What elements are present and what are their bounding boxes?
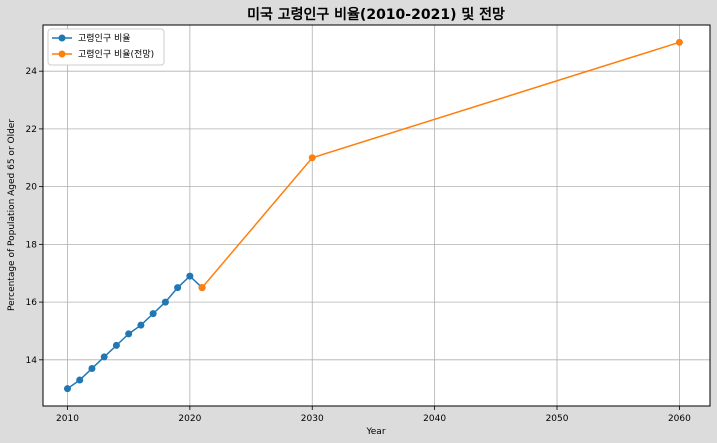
- legend-label-0: 고령인구 비율: [78, 32, 131, 44]
- data-point: [186, 272, 194, 280]
- data-point: [112, 341, 120, 349]
- y-tick-label: 14: [26, 356, 38, 366]
- data-point: [125, 330, 133, 338]
- y-tick-label: 24: [26, 67, 38, 77]
- chart-title: 미국 고령인구 비율(2010-2021) 및 전망: [247, 6, 505, 23]
- y-axis-label: Percentage of Population Aged 65 or Olde…: [7, 119, 17, 311]
- x-tick-label: 2050: [546, 414, 569, 424]
- x-tick-label: 2020: [178, 414, 201, 424]
- x-tick-label: 2010: [56, 414, 79, 424]
- data-point: [88, 364, 96, 372]
- x-tick-label: 2030: [301, 414, 324, 424]
- data-point: [100, 353, 108, 361]
- axis-ticks: 2010 2020 2030 2040 2050 2060 14 16 18 20 22 24: [26, 67, 692, 424]
- y-tick-label: 22: [26, 125, 37, 135]
- data-point: [675, 38, 683, 46]
- x-tick-label: 2060: [668, 414, 691, 424]
- series-layer: [63, 38, 683, 393]
- x-axis-label: Year: [365, 427, 385, 437]
- grid-lines: [43, 25, 710, 406]
- data-point: [76, 376, 84, 384]
- legend-label-1: 고령인구 비율(전망): [78, 48, 154, 60]
- legend-marker-0: [58, 34, 66, 42]
- y-tick-label: 16: [26, 298, 38, 308]
- legend-marker-1: [58, 50, 66, 58]
- data-point: [137, 321, 145, 329]
- data-point: [174, 284, 182, 292]
- y-tick-label: 20: [26, 183, 38, 193]
- data-point: [198, 284, 206, 292]
- x-tick-label: 2040: [423, 414, 446, 424]
- data-point: [161, 298, 169, 306]
- legend-box: [47, 28, 165, 66]
- y-tick-label: 18: [26, 240, 38, 250]
- legend: 고령인구 비율 고령인구 비율(전망): [47, 28, 165, 66]
- data-point: [308, 154, 316, 162]
- data-point: [63, 385, 71, 393]
- plot-background: [43, 25, 710, 406]
- plot-frame: [42, 24, 711, 407]
- data-point: [149, 310, 157, 318]
